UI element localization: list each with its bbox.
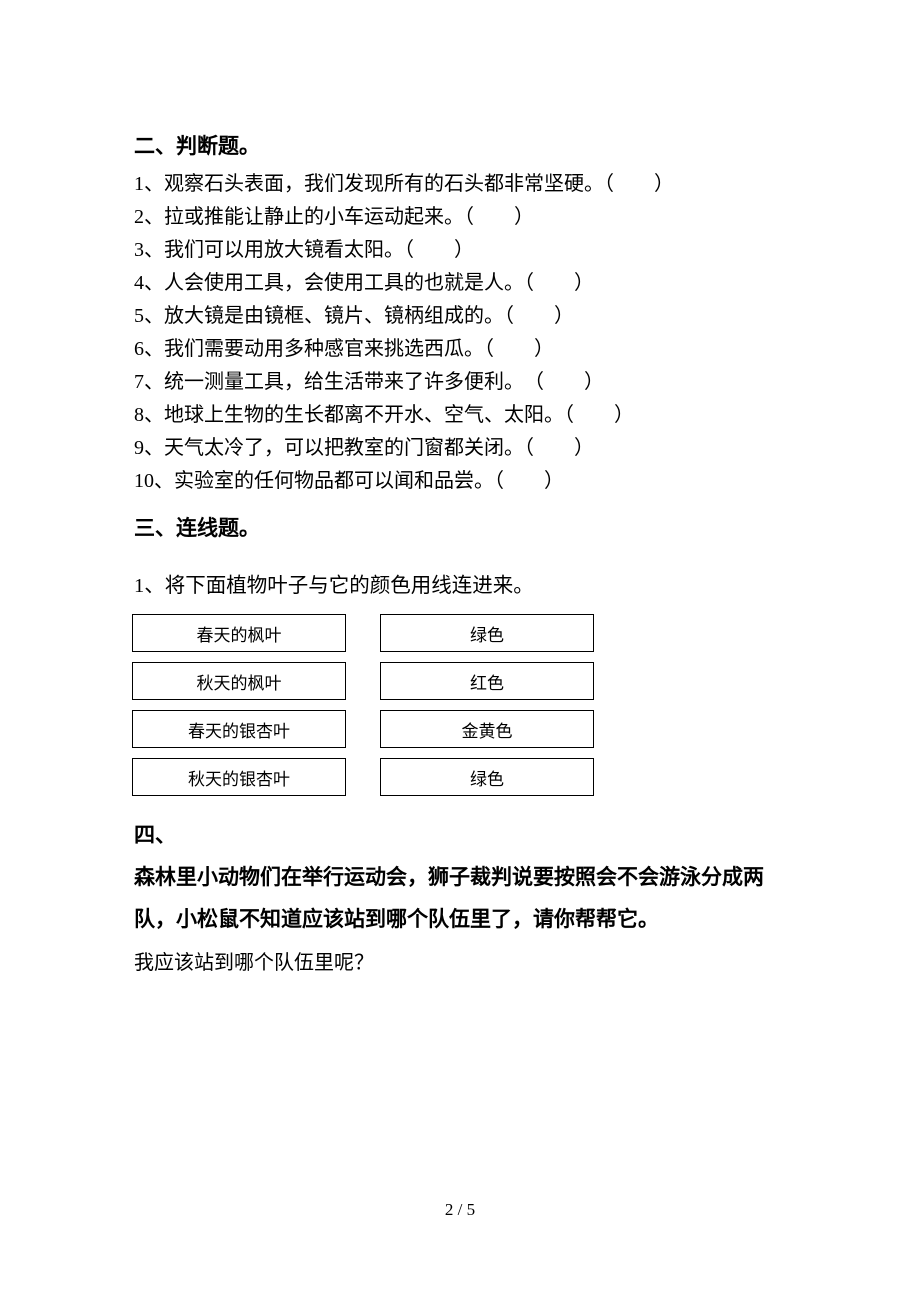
match-right-item: 绿色 — [380, 614, 594, 652]
question-item: 8、地球上生物的生长都离不开水、空气、太阳。（ ） — [134, 399, 790, 432]
match-row: 秋天的银杏叶 绿色 — [132, 758, 790, 796]
page: 二、判断题。 1、观察石头表面，我们发现所有的石头都非常坚硬。（ ） 2、拉或推… — [0, 0, 920, 1302]
question-item: 7、统一测量工具，给生活带来了许多便利。 （ ） — [134, 366, 790, 399]
question-item: 9、天气太冷了，可以把教室的门窗都关闭。（ ） — [134, 432, 790, 465]
question-item: 3、我们可以用放大镜看太阳。（ ） — [134, 234, 790, 267]
match-row: 春天的银杏叶 金黄色 — [132, 710, 790, 748]
matching-exercise: 春天的枫叶 绿色 秋天的枫叶 红色 春天的银杏叶 金黄色 秋天的银杏叶 绿色 — [132, 614, 790, 796]
match-right-item: 绿色 — [380, 758, 594, 796]
match-right-item: 金黄色 — [380, 710, 594, 748]
match-left-item: 秋天的银杏叶 — [132, 758, 346, 796]
section4-sub: 我应该站到哪个队伍里呢？ — [134, 946, 790, 980]
section3-heading: 三、连线题。 — [134, 510, 790, 546]
match-left-item: 秋天的枫叶 — [132, 662, 346, 700]
question-item: 10、实验室的任何物品都可以闻和品尝。（ ） — [134, 465, 790, 498]
question-item: 2、拉或推能让静止的小车运动起来。（ ） — [134, 201, 790, 234]
match-row: 春天的枫叶 绿色 — [132, 614, 790, 652]
question-item: 1、观察石头表面，我们发现所有的石头都非常坚硬。（ ） — [134, 168, 790, 201]
question-item: 6、我们需要动用多种感官来挑选西瓜。（ ） — [134, 333, 790, 366]
question-item: 5、放大镜是由镜框、镜片、镜柄组成的。（ ） — [134, 300, 790, 333]
match-right-item: 红色 — [380, 662, 594, 700]
section2-heading: 二、判断题。 — [134, 128, 790, 164]
page-number: 2 / 5 — [0, 1200, 920, 1220]
section3-prompt: 1、将下面植物叶子与它的颜色用线连进来。 — [134, 564, 790, 608]
section2-questions: 1、观察石头表面，我们发现所有的石头都非常坚硬。（ ） 2、拉或推能让静止的小车… — [134, 168, 790, 498]
match-left-item: 春天的枫叶 — [132, 614, 346, 652]
match-left-item: 春天的银杏叶 — [132, 710, 346, 748]
match-row: 秋天的枫叶 红色 — [132, 662, 790, 700]
section4-heading: 四、 — [134, 814, 790, 856]
section4-body: 森林里小动物们在举行运动会，狮子裁判说要按照会不会游泳分成两队，小松鼠不知道应该… — [134, 856, 790, 940]
question-item: 4、人会使用工具，会使用工具的也就是人。（ ） — [134, 267, 790, 300]
